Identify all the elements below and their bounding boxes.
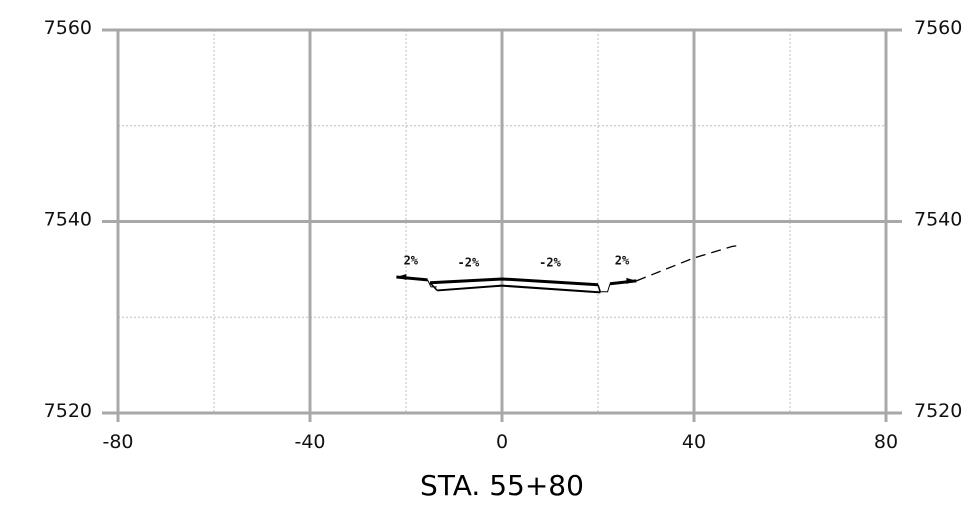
pavement-right-edge [597, 284, 602, 293]
x-tick-label: -40 [294, 431, 325, 453]
y-axis-labels: 7520 7520 7540 7540 7560 7560 [44, 17, 963, 422]
left-slope-arrow [396, 274, 407, 281]
slope-labels: 2% -2% -2% 2% [404, 254, 630, 270]
slope-label: -2% [539, 256, 561, 270]
major-grid [102, 28, 902, 422]
y-tick-label-right: 7520 [914, 400, 962, 422]
roadway-section [396, 244, 740, 294]
existing-ground-line [636, 244, 740, 282]
pavement-bottom-surface [437, 284, 601, 294]
right-curb-step [600, 283, 611, 293]
y-tick-label-left: 7540 [44, 209, 92, 231]
slope-label: 2% [615, 254, 630, 268]
x-axis-labels: -80 -40 0 40 80 [102, 431, 898, 453]
station-title: STA. 55+80 [420, 469, 584, 502]
pavement-top-surface [429, 277, 599, 287]
x-tick-label: 80 [874, 431, 898, 453]
x-tick-label: -80 [102, 431, 133, 453]
slope-label: -2% [458, 256, 480, 270]
y-tick-label-right: 7560 [914, 17, 962, 39]
y-tick-label-right: 7540 [914, 209, 962, 231]
slope-label: 2% [404, 254, 419, 268]
left-curb-step [427, 279, 437, 288]
y-tick-label-left: 7520 [44, 400, 92, 422]
x-tick-label: 40 [682, 431, 706, 453]
x-tick-label: 0 [496, 431, 508, 453]
right-slope-arrow [626, 277, 637, 284]
y-tick-label-left: 7560 [44, 17, 92, 39]
